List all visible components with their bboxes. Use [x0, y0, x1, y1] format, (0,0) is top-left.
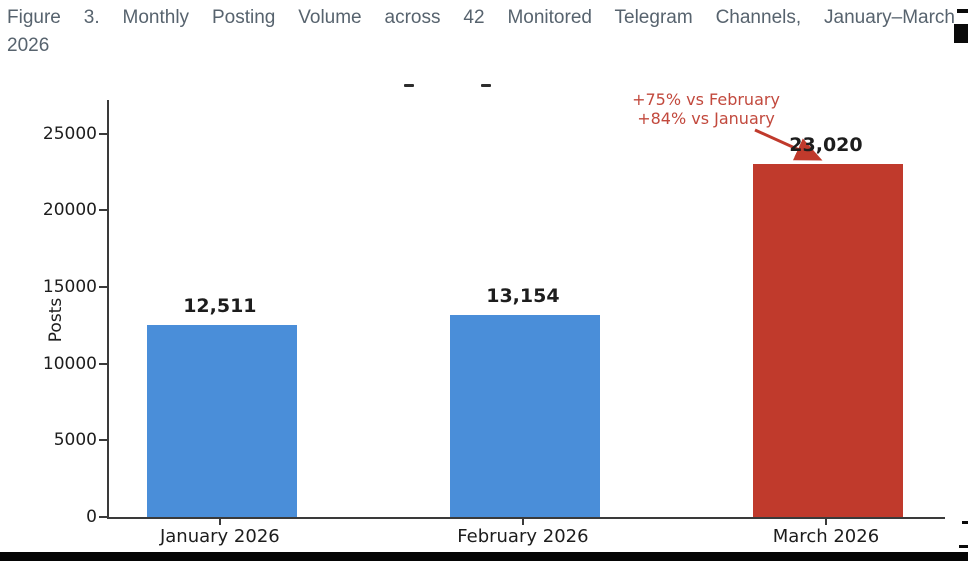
x-tick-label: March 2026 — [772, 526, 880, 547]
y-axis-label: Posts — [46, 297, 67, 343]
y-tick-label: 25000 — [42, 123, 97, 144]
cropped-content-fragment — [954, 24, 968, 43]
cropped-content-fragment — [962, 521, 968, 524]
y-tick-label: 20000 — [42, 200, 97, 221]
x-tick-mark — [521, 519, 524, 525]
y-tick-mark — [99, 132, 107, 135]
cropped-content-fragment — [957, 9, 968, 13]
cropped-title-fragment — [404, 84, 414, 87]
y-tick-label: 0 — [86, 507, 97, 527]
chart-annotation: +75% vs February +84% vs January — [632, 90, 780, 128]
y-tick-mark — [99, 362, 107, 365]
figure-caption-line1: Figure 3. Monthly Posting Volume across … — [7, 7, 955, 28]
y-tick-label: 15000 — [42, 277, 97, 298]
plot-area — [107, 100, 945, 519]
page-rule — [0, 552, 968, 561]
figure-caption: Figure 3. Monthly Posting Volume across … — [7, 4, 955, 60]
annotation-line-2: +84% vs January — [637, 109, 775, 128]
bar-february-2026 — [449, 315, 600, 517]
bar-january-2026 — [146, 325, 297, 517]
x-tick-mark — [824, 519, 827, 525]
y-tick-mark — [99, 209, 107, 212]
y-tick-mark — [99, 516, 107, 518]
bar-value-label: 12,511 — [183, 295, 257, 318]
y-tick-mark — [99, 286, 107, 289]
bar-value-label: 13,154 — [486, 285, 560, 308]
cropped-content-fragment — [959, 545, 968, 548]
y-tick-mark — [99, 439, 107, 442]
y-tick-label: 5000 — [53, 430, 97, 451]
cropped-title-fragment — [481, 84, 491, 87]
x-tick-label: February 2026 — [457, 526, 589, 547]
annotation-line-1: +75% vs February — [632, 90, 780, 109]
x-tick-mark — [218, 519, 221, 525]
y-tick-label: 10000 — [42, 353, 97, 374]
x-tick-label: January 2026 — [159, 526, 280, 547]
bar-value-label: 23,020 — [789, 134, 863, 157]
bar-march-2026 — [752, 164, 903, 517]
annotation-arrow-icon — [754, 128, 823, 161]
figure-caption-line2: 2026 — [7, 35, 50, 56]
